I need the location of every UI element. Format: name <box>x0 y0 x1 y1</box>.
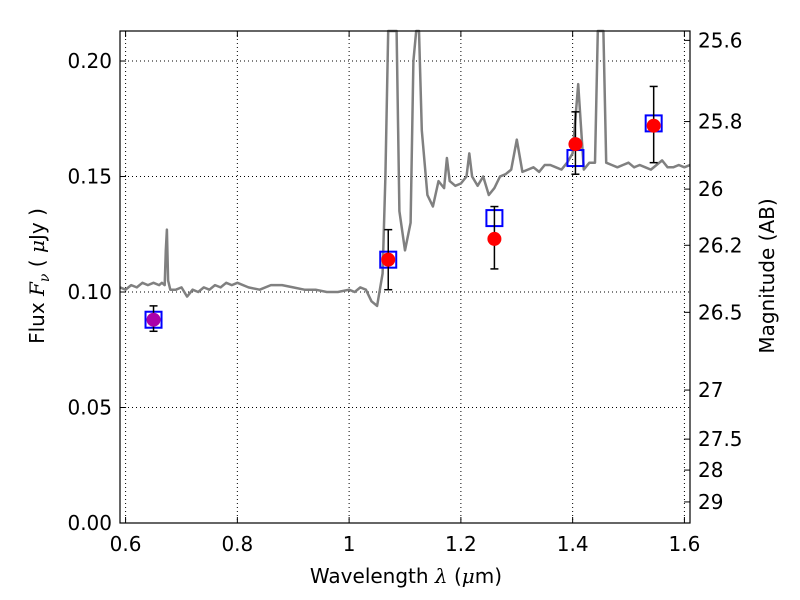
right-tick-label: 28 <box>698 458 723 482</box>
y-tick-label: 0.20 <box>67 49 112 73</box>
right-tick-label: 25.8 <box>698 110 743 134</box>
x-axis-label: Wavelength λ (μm) <box>310 564 502 588</box>
x-tick-label: 1.6 <box>669 532 701 556</box>
spectrum-series <box>119 29 691 308</box>
data-points <box>144 85 663 333</box>
tick-marks <box>120 31 690 524</box>
x-tick-label: 1 <box>343 532 356 556</box>
tick-labels: 0.6 0.8 1 1.2 1.4 1.6 0.00 0.05 0.10 0.15 0.20 25.6… <box>67 28 742 556</box>
observed-point <box>381 252 396 267</box>
observed-point <box>568 137 583 152</box>
right-tick-label: 29 <box>698 490 723 514</box>
right-tick-label: 26.2 <box>698 233 743 257</box>
y-tick-label: 0.05 <box>67 396 112 420</box>
y-tick-label: 0.15 <box>67 165 112 189</box>
right-tick-label: 27 <box>698 378 723 402</box>
right-tick-label: 26.5 <box>698 300 743 324</box>
x-tick-label: 1.4 <box>557 532 589 556</box>
observed-point <box>146 312 161 327</box>
observed-point <box>487 231 502 246</box>
right-tick-label: 25.6 <box>698 28 743 52</box>
y-tick-label: 0.10 <box>67 280 112 304</box>
x-tick-label: 1.2 <box>445 532 477 556</box>
y-tick-label: 0.00 <box>67 511 112 535</box>
right-axis-label: Magnitude (AB) <box>755 198 779 353</box>
spectrum-line <box>119 29 691 308</box>
plot-border <box>119 30 691 524</box>
plot-frame <box>119 30 691 524</box>
right-tick-label: 27.5 <box>698 427 743 451</box>
x-tick-label: 0.6 <box>110 532 142 556</box>
y-axis-label: Flux Fν ( μJy ) <box>25 208 53 344</box>
right-tick-label: 26 <box>698 177 723 201</box>
x-tick-label: 0.8 <box>221 532 253 556</box>
observed-point <box>646 118 661 133</box>
